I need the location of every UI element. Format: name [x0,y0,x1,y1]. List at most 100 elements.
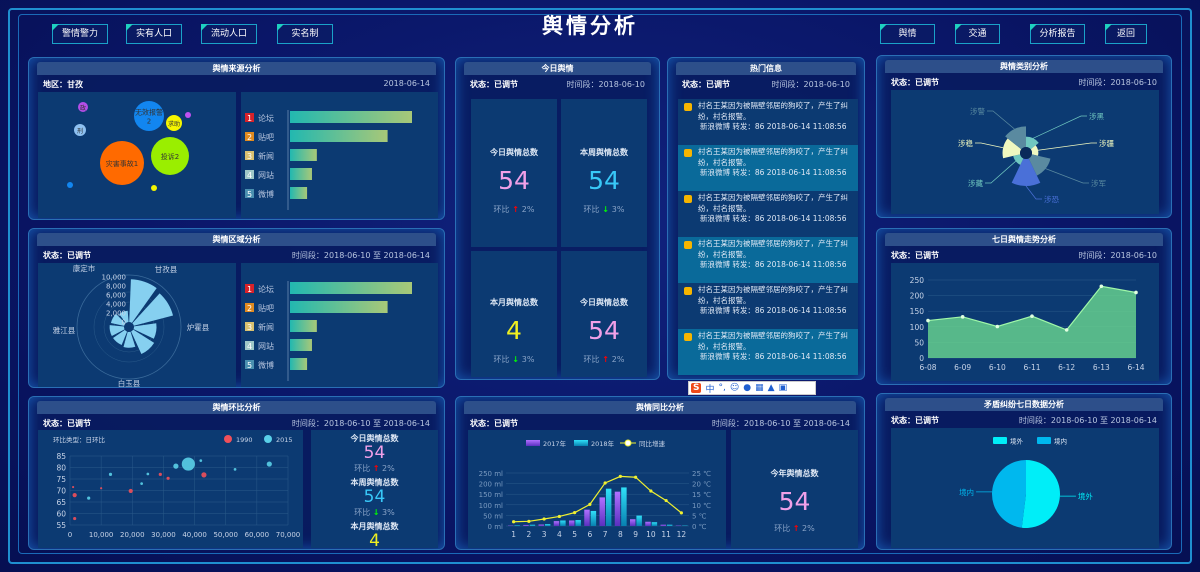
y-left-tick: 200 ml [479,481,503,489]
hot-item[interactable]: 村名王某因为被隔壁邻居的狗咬了，产生了纠纷，村名报警。 新浪微博 转发：86 20… [678,237,858,283]
polar-bar [113,329,128,345]
data-point [926,318,930,323]
bar [621,487,627,526]
mic-icon[interactable]: ● [743,383,752,393]
legend-marker [264,435,272,443]
radial-tick: 10,000 [102,274,127,282]
radial-tick: 0 [122,319,126,327]
rose-sector [1028,154,1051,176]
outer-frame [8,8,1192,564]
status-label: 状态：已调节 [891,78,939,87]
rose-label: 涉黑 [1089,111,1105,121]
hot-text: 村名王某因为被隔壁邻居的狗咬了，产生了纠纷，村名报警。 [698,193,848,213]
bar [529,524,536,526]
skin-icon[interactable]: ▲ [767,383,775,393]
x-tick: 6-09 [954,363,971,372]
y-tick: 70 [56,487,66,496]
rose-label: 涉藏 [968,178,983,188]
hot-item[interactable]: 村名王某因为被隔壁邻居的狗咬了，产生了纠纷，村名报警。 新浪微博 转发：86 20… [678,283,858,329]
nav-analysis-report[interactable]: 分析报告 [1030,24,1085,44]
scatter-point [73,516,77,521]
hot-icon [684,195,692,203]
x-tick: 2 [526,530,531,539]
rank-number: 5 [247,190,252,199]
trend-pct: 3% [521,355,535,364]
bar [590,510,597,526]
bubble [185,112,191,118]
region-ranking-chart: 1 论坛 2 贴吧 3 新闻 4 网站 5 微博 [241,263,438,387]
stat-cell: 本周舆情总数 54 环比 ↓ 3% [561,99,647,247]
region-label: 地区：甘孜 [43,80,83,89]
nav-floating-population[interactable]: 流动人口 [201,24,257,44]
panel-title: 热门信息 [676,62,856,75]
nav-real-name[interactable]: 实名制 [277,24,333,44]
panel-title: 舆情区域分析 [37,233,436,246]
ime-toolbar[interactable]: S 中 °, ☺ ● ▦ ▲ ▣ [688,381,816,395]
hot-item[interactable]: 村名王某因为被隔壁邻居的狗咬了，产生了纠纷，村名报警。 新浪微博 转发：86 20… [678,329,858,375]
hot-icon [684,287,692,295]
hot-text: 村名王某因为被隔壁邻居的狗咬了，产生了纠纷，村名报警。 [698,147,848,167]
polar-bar [123,331,136,348]
bar [605,488,612,526]
label-line [987,110,1015,130]
bubble-label: 政 [80,104,86,112]
rank-number: 2 [247,133,252,142]
rank-bar [290,168,312,180]
rank-name: 网站 [258,341,274,351]
line-point [557,514,561,519]
nav-resident-population[interactable]: 实有人口 [126,24,182,44]
rank-number: 4 [247,171,252,180]
rose-sector [1026,136,1039,150]
y-left-tick: 0 ml [488,523,503,531]
panel-ring-analysis: 舆情环比分析 状态：已调节 时间段：2018-06-10 至 2018-06-1… [28,396,445,551]
line-point [512,520,516,524]
rank-bar [290,111,412,123]
nav-police-force[interactable]: 警情警力 [52,24,108,44]
toolbox-icon[interactable]: ▣ [778,383,788,393]
grid-circle [93,291,165,363]
bubble-chart: 无效报警 2 灾害事故1 投诉2 求助 政刑 [38,92,236,218]
emoji-icon[interactable]: ☺ [729,383,740,393]
rank-bar [290,358,308,370]
arrow-down-icon: ↓ [599,205,612,214]
hot-item[interactable]: 村名王某因为被隔壁邻居的狗咬了，产生了纠纷，村名报警。 新浪微博 转发：86 20… [678,191,858,237]
angle-axis [76,274,182,380]
rank-number: 4 [247,342,252,351]
panel-dispute-analysis: 矛盾纠纷七日数据分析 状态：已调节 时间段：2018-06-10 至 2018-… [876,393,1172,550]
punctuation-icon[interactable]: °, [718,383,726,393]
rank-bar [290,130,388,142]
trend-pct: 2% [521,205,535,214]
arrow-up-icon: ↑ [509,205,522,214]
nav-back[interactable]: 返回 [1105,24,1147,44]
nav-public-opinion[interactable]: 舆情 [880,24,935,44]
scatter-point [266,461,272,467]
hot-item[interactable]: 村名王某因为被隔壁邻居的狗咬了，产生了纠纷，村名报警。 新浪微博 转发：86 20… [678,99,858,145]
arrow-down-icon: ↓ [372,508,380,517]
rose-chart: 涉黑 涉疆 涉军 涉恐 涉藏 涉稳 涉警 [891,90,1159,214]
polar-bar [119,310,129,324]
y-tick: 75 [56,475,66,484]
ime-mode[interactable]: 中 [705,384,715,395]
rank-number: 3 [247,323,252,332]
area-fill [928,286,1136,358]
hot-meta: 新浪微博 转发：86 2018-06-14 11:08:56 [700,168,847,177]
data-point [1064,328,1069,332]
scatter-point [108,472,113,476]
bar [636,515,642,526]
scatter-point [199,459,203,462]
trend-label: 环比 [774,524,791,533]
legend-marker [574,440,588,446]
nav-traffic[interactable]: 交通 [955,24,1000,44]
bubble [100,141,144,185]
bar [569,520,575,526]
hot-meta: 新浪微博 转发：86 2018-06-14 11:08:56 [700,214,847,223]
rank-bar [290,301,388,313]
x-tick: 8 [618,530,623,539]
legend-label: 2018年 [591,439,615,448]
trend-label: 环比 [493,355,510,364]
hot-item[interactable]: 村名王某因为被隔壁邻居的狗咬了，产生了纠纷，村名报警。 新浪微博 转发：86 20… [678,145,858,191]
x-tick: 40,000 [182,531,207,539]
period-label: 时间段：2018-06-10 [771,80,851,89]
keyboard-icon[interactable]: ▦ [755,383,764,393]
polar-bar [133,323,157,339]
